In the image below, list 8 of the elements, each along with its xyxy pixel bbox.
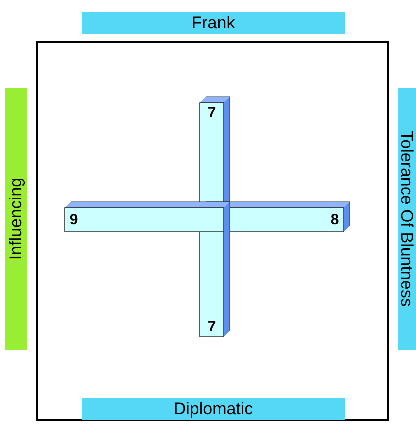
data-label: 8 xyxy=(330,212,340,228)
data-label: 7 xyxy=(208,104,216,122)
data-label: 7 xyxy=(208,318,216,336)
data-label: 9 xyxy=(70,212,78,228)
category-label: Diplomatic xyxy=(174,400,254,418)
category-label: Tolerance Of Bluntness xyxy=(398,131,416,307)
category-label: Influencing xyxy=(6,178,26,260)
category-label: Frank xyxy=(192,14,236,32)
